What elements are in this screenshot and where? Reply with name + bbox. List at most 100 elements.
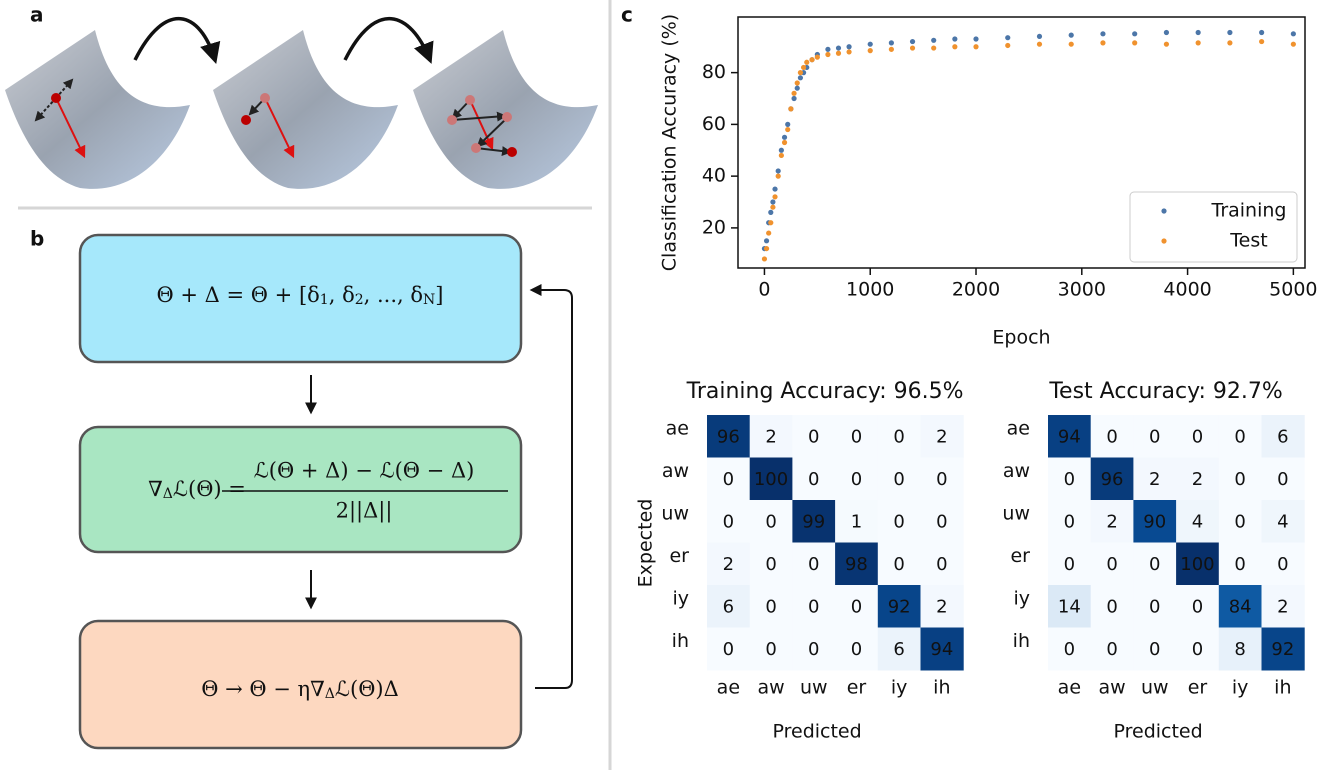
cell-label: 0 — [1064, 469, 1075, 490]
equation-denominator: 2||Δ|| — [336, 499, 393, 524]
cell-label: 2 — [1277, 596, 1288, 617]
cell-label: 2 — [723, 554, 734, 575]
data-point — [781, 134, 788, 140]
step-box — [78, 233, 523, 364]
heatmap-cell — [1090, 542, 1134, 586]
data-point — [952, 44, 958, 50]
heatmap-cell — [707, 585, 751, 628]
cell-label: 0 — [1149, 554, 1160, 575]
heatmap-cell — [1133, 457, 1177, 501]
y-tick-label: iy — [672, 588, 689, 610]
heatmap-cell — [1176, 627, 1220, 671]
data-point — [772, 186, 778, 192]
data-point — [1290, 41, 1296, 47]
y-tick-label: ih — [672, 630, 689, 652]
data-point — [809, 57, 815, 63]
legend — [1129, 191, 1298, 263]
cell-label: 92 — [1271, 639, 1294, 660]
data-point — [791, 95, 797, 102]
x-tick-label: 2000 — [952, 279, 1000, 301]
data-point — [931, 45, 937, 51]
data-point — [785, 126, 791, 133]
heatmap-cell — [920, 542, 964, 586]
loop-arrow — [529, 284, 573, 689]
cell-label: 0 — [1064, 511, 1075, 532]
cell-label: 0 — [1192, 639, 1203, 660]
heatmap-cell — [920, 415, 964, 458]
cell-label: 0 — [1277, 469, 1288, 490]
heatmap-cell — [877, 585, 921, 628]
heatmap-cell — [1048, 415, 1092, 458]
legend-label: Test — [1229, 230, 1267, 252]
heatmap-cell — [1090, 500, 1134, 543]
x-tick-label: ae — [1058, 677, 1081, 699]
heatmap-cell — [749, 457, 793, 501]
data-point — [814, 54, 820, 60]
heatmap-cell — [1176, 500, 1220, 543]
cell-label: 90 — [1143, 511, 1166, 532]
cell-label: 0 — [723, 469, 734, 490]
cell-label: 0 — [1234, 469, 1245, 490]
y-tick-label: uw — [661, 503, 689, 525]
data-point — [804, 59, 810, 65]
heatmap-cell — [749, 627, 793, 671]
data-point — [778, 152, 784, 159]
legend-marker — [1161, 238, 1167, 244]
data-point — [888, 46, 894, 52]
cell-label: 0 — [893, 511, 904, 532]
subscript: Δ — [325, 686, 335, 702]
heatmap-cell — [707, 500, 751, 543]
data-point — [768, 209, 774, 215]
equation: ∇Δℒ(Θ) = — [148, 477, 246, 503]
heatmap-cell — [792, 457, 836, 501]
data-point — [909, 38, 916, 45]
heatmap-cell — [835, 415, 879, 458]
y-axis-label: Classification Accuracy (%) — [659, 14, 681, 271]
heatmap-cell — [1261, 542, 1305, 586]
heatmap-cell — [835, 500, 879, 543]
data-point — [1259, 38, 1265, 45]
heatmap-cell — [1048, 500, 1092, 543]
cell-label: 0 — [1064, 554, 1075, 575]
heatmap-cell — [920, 627, 964, 671]
data-point — [825, 51, 831, 58]
heatmap-cell — [1133, 542, 1177, 586]
y-tick-label: ih — [1013, 630, 1030, 652]
data-point — [800, 64, 807, 71]
cell-label: 0 — [1149, 596, 1160, 617]
equation-part: ℒ(Θ) = — [173, 477, 246, 501]
data-point — [1227, 40, 1233, 46]
data-point — [846, 49, 852, 55]
y-tick-label: 40 — [702, 165, 726, 187]
cell-label: 0 — [1234, 554, 1245, 575]
data-point — [772, 194, 778, 200]
cell-label: 4 — [1192, 511, 1203, 532]
data-point — [763, 245, 770, 252]
cell-label: 6 — [723, 596, 734, 617]
cell-label: 94 — [930, 639, 953, 660]
heatmap-cell — [749, 500, 793, 543]
subscript: 2 — [355, 292, 364, 308]
step-box — [78, 425, 523, 554]
heatmap-cell — [877, 627, 921, 671]
cell-label: 0 — [765, 639, 776, 660]
x-tick-label: aw — [757, 677, 784, 699]
equation: Θ → Θ − η∇Δℒ(Θ)Δ — [201, 677, 399, 703]
data-point — [761, 256, 768, 262]
cell-label: 14 — [1058, 596, 1081, 617]
data-point — [1005, 42, 1011, 49]
cell-label: 1 — [851, 511, 862, 532]
data-point — [1036, 41, 1043, 47]
heatmap-cell — [1218, 542, 1262, 586]
cell-label: 2 — [936, 596, 947, 617]
equation-part: Θ → Θ − η∇ — [201, 677, 325, 701]
heatmap-cell — [877, 415, 921, 458]
cell-label: 0 — [808, 426, 819, 447]
data-point — [1195, 40, 1201, 46]
heatmap-cell — [1261, 457, 1305, 501]
x-axis-label: Predicted — [1113, 721, 1202, 743]
equation: Θ + Δ = Θ + [δ1, δ2, ..., δN] — [157, 283, 444, 309]
cell-label: 96 — [1101, 469, 1124, 490]
equation-part: , ..., δ — [364, 283, 423, 307]
heatmap-cell — [1261, 627, 1305, 671]
